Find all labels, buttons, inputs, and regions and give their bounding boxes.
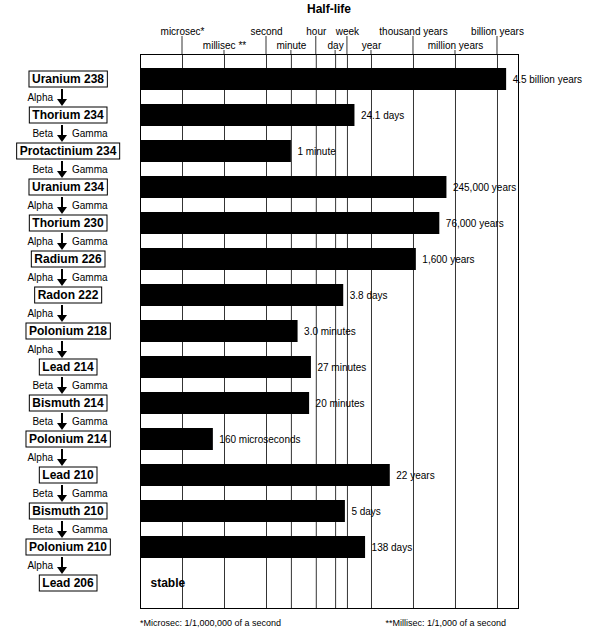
svg-text:Polonium 218: Polonium 218 <box>29 324 107 338</box>
svg-text:Lead 210: Lead 210 <box>42 468 94 482</box>
svg-text:Uranium 234: Uranium 234 <box>32 180 104 194</box>
svg-text:160 microseconds: 160 microseconds <box>219 434 300 445</box>
svg-text:day: day <box>328 40 344 51</box>
svg-text:Beta: Beta <box>32 488 53 499</box>
svg-text:Gamma: Gamma <box>72 380 108 391</box>
svg-text:Gamma: Gamma <box>72 488 108 499</box>
html-text:Half-life: Half-life <box>307 2 351 16</box>
svg-text:Polonium 210: Polonium 210 <box>29 540 107 554</box>
svg-text:27 minutes: 27 minutes <box>317 362 366 373</box>
svg-text:Gamma: Gamma <box>72 128 108 139</box>
svg-text:Thorium 230: Thorium 230 <box>32 216 104 230</box>
svg-text:Radon 222: Radon 222 <box>38 288 99 302</box>
svg-text:20 minutes: 20 minutes <box>316 398 365 409</box>
svg-text:24.1 days: 24.1 days <box>361 110 404 121</box>
svg-text:Bismuth 210: Bismuth 210 <box>32 504 104 518</box>
svg-text:billion years: billion years <box>471 26 524 37</box>
svg-text:Gamma: Gamma <box>72 236 108 247</box>
svg-text:Beta: Beta <box>32 416 53 427</box>
svg-text:22 years: 22 years <box>396 470 434 481</box>
svg-text:second: second <box>250 26 282 37</box>
html-text:**Millisec: 1/1,000 of a secon: **Millisec: 1/1,000 of a second <box>385 618 506 628</box>
svg-text:Bismuth 214: Bismuth 214 <box>32 396 104 410</box>
svg-text:245,000 years: 245,000 years <box>453 182 516 193</box>
svg-text:5 days: 5 days <box>351 506 380 517</box>
svg-text:Alpha: Alpha <box>27 92 53 103</box>
svg-text:Polonium 214: Polonium 214 <box>29 432 107 446</box>
svg-text:Uranium 238: Uranium 238 <box>32 72 104 86</box>
svg-text:1 minute: 1 minute <box>297 146 336 157</box>
svg-text:3.8 days: 3.8 days <box>350 290 388 301</box>
svg-text:Alpha: Alpha <box>27 200 53 211</box>
svg-text:million years: million years <box>428 40 484 51</box>
svg-text:Gamma: Gamma <box>72 164 108 175</box>
svg-text:Alpha: Alpha <box>27 272 53 283</box>
svg-text:Lead 206: Lead 206 <box>42 576 94 590</box>
svg-text:76,000 years: 76,000 years <box>446 218 504 229</box>
svg-text:Alpha: Alpha <box>27 452 53 463</box>
svg-text:Beta: Beta <box>32 164 53 175</box>
svg-text:138 days: 138 days <box>372 542 413 553</box>
svg-text:Gamma: Gamma <box>72 416 108 427</box>
svg-text:Thorium 234: Thorium 234 <box>32 108 104 122</box>
svg-text:Protactinium 234: Protactinium 234 <box>20 144 117 158</box>
svg-text:minute: minute <box>276 40 306 51</box>
svg-text:Alpha: Alpha <box>27 236 53 247</box>
svg-text:Alpha: Alpha <box>27 560 53 571</box>
svg-text:microsec*: microsec* <box>161 26 205 37</box>
svg-text:Alpha: Alpha <box>27 344 53 355</box>
svg-text:Lead 214: Lead 214 <box>42 360 94 374</box>
svg-text:stable: stable <box>151 576 186 590</box>
svg-text:year: year <box>362 40 382 51</box>
svg-text:Gamma: Gamma <box>72 524 108 535</box>
svg-text:Alpha: Alpha <box>27 308 53 319</box>
svg-text:Beta: Beta <box>32 128 53 139</box>
svg-text:millisec **: millisec ** <box>203 40 246 51</box>
svg-text:Gamma: Gamma <box>72 200 108 211</box>
svg-text:Beta: Beta <box>32 380 53 391</box>
svg-text:week: week <box>335 26 360 37</box>
svg-text:3.0 minutes: 3.0 minutes <box>304 326 356 337</box>
svg-text:thousand years: thousand years <box>379 26 447 37</box>
svg-text:Radium 226: Radium 226 <box>34 252 102 266</box>
svg-text:hour: hour <box>306 26 327 37</box>
html-text:*Microsec: 1/1,000,000 of a se: *Microsec: 1/1,000,000 of a second <box>140 618 282 628</box>
svg-text:1,600 years: 1,600 years <box>422 254 474 265</box>
svg-text:Beta: Beta <box>32 524 53 535</box>
svg-text:Gamma: Gamma <box>72 272 108 283</box>
svg-text:4.5 billion years: 4.5 billion years <box>513 74 582 85</box>
